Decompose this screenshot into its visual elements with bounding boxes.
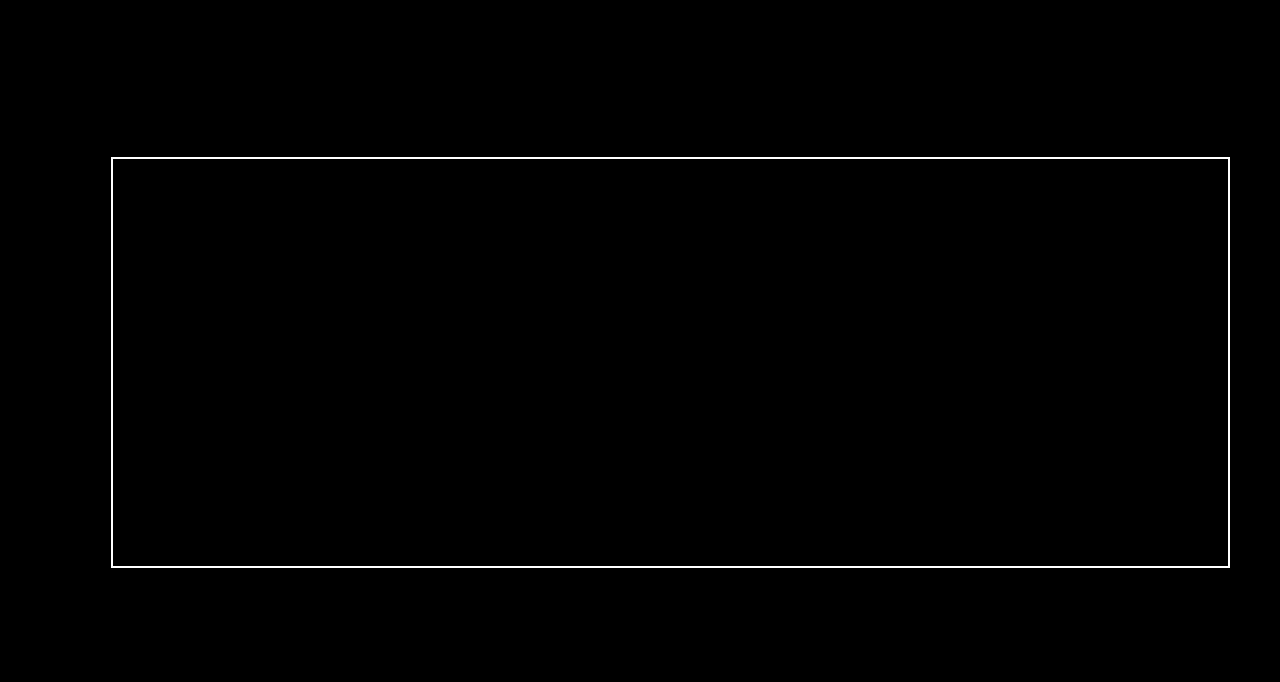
storm-color-swatch [618,112,644,140]
excited-color-swatch [342,112,368,140]
legend-item-storm [618,111,657,141]
quiet-color-swatch [112,112,138,140]
kp-bar-chart-plot-area [111,157,1230,568]
legend-item-quiet [112,111,151,141]
legend-item-excited [342,111,381,141]
